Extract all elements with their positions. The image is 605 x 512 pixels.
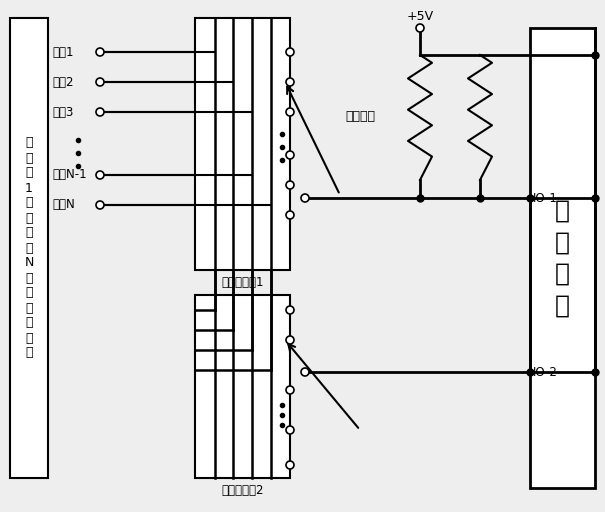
Text: 编号2: 编号2 [52,75,73,89]
Circle shape [286,336,294,344]
Circle shape [286,108,294,116]
Circle shape [96,108,104,116]
Text: IO-1: IO-1 [533,191,558,204]
Circle shape [96,48,104,56]
Text: 多路开关组1: 多路开关组1 [221,275,264,288]
Text: 编号N: 编号N [52,199,75,211]
Circle shape [286,386,294,394]
Bar [195,18,290,270]
Text: 编号1: 编号1 [52,46,73,58]
Circle shape [96,78,104,86]
Circle shape [286,78,294,86]
Bar [195,295,290,478]
Text: 上拉电阻: 上拉电阻 [345,111,375,123]
Circle shape [286,181,294,189]
Text: 多路开关组2: 多路开关组2 [221,483,264,497]
Text: IO-2: IO-2 [533,366,558,378]
Circle shape [416,24,424,32]
Circle shape [286,306,294,314]
Bar [10,18,48,478]
Text: 编号N-1: 编号N-1 [52,168,87,181]
Bar [530,28,595,488]
Circle shape [96,171,104,179]
Circle shape [286,48,294,56]
Circle shape [286,151,294,159]
Text: 编号3: 编号3 [52,105,73,118]
Circle shape [286,461,294,469]
Circle shape [301,368,309,376]
Circle shape [96,201,104,209]
Text: 由
编
号
1
线
到
编
号
N
线
组
成
的
线
束: 由 编 号 1 线 到 编 号 N 线 组 成 的 线 束 [24,137,34,359]
Text: 微
控
制
器: 微 控 制 器 [555,199,570,317]
Circle shape [286,426,294,434]
Text: +5V: +5V [407,10,434,23]
Circle shape [301,194,309,202]
Circle shape [286,211,294,219]
